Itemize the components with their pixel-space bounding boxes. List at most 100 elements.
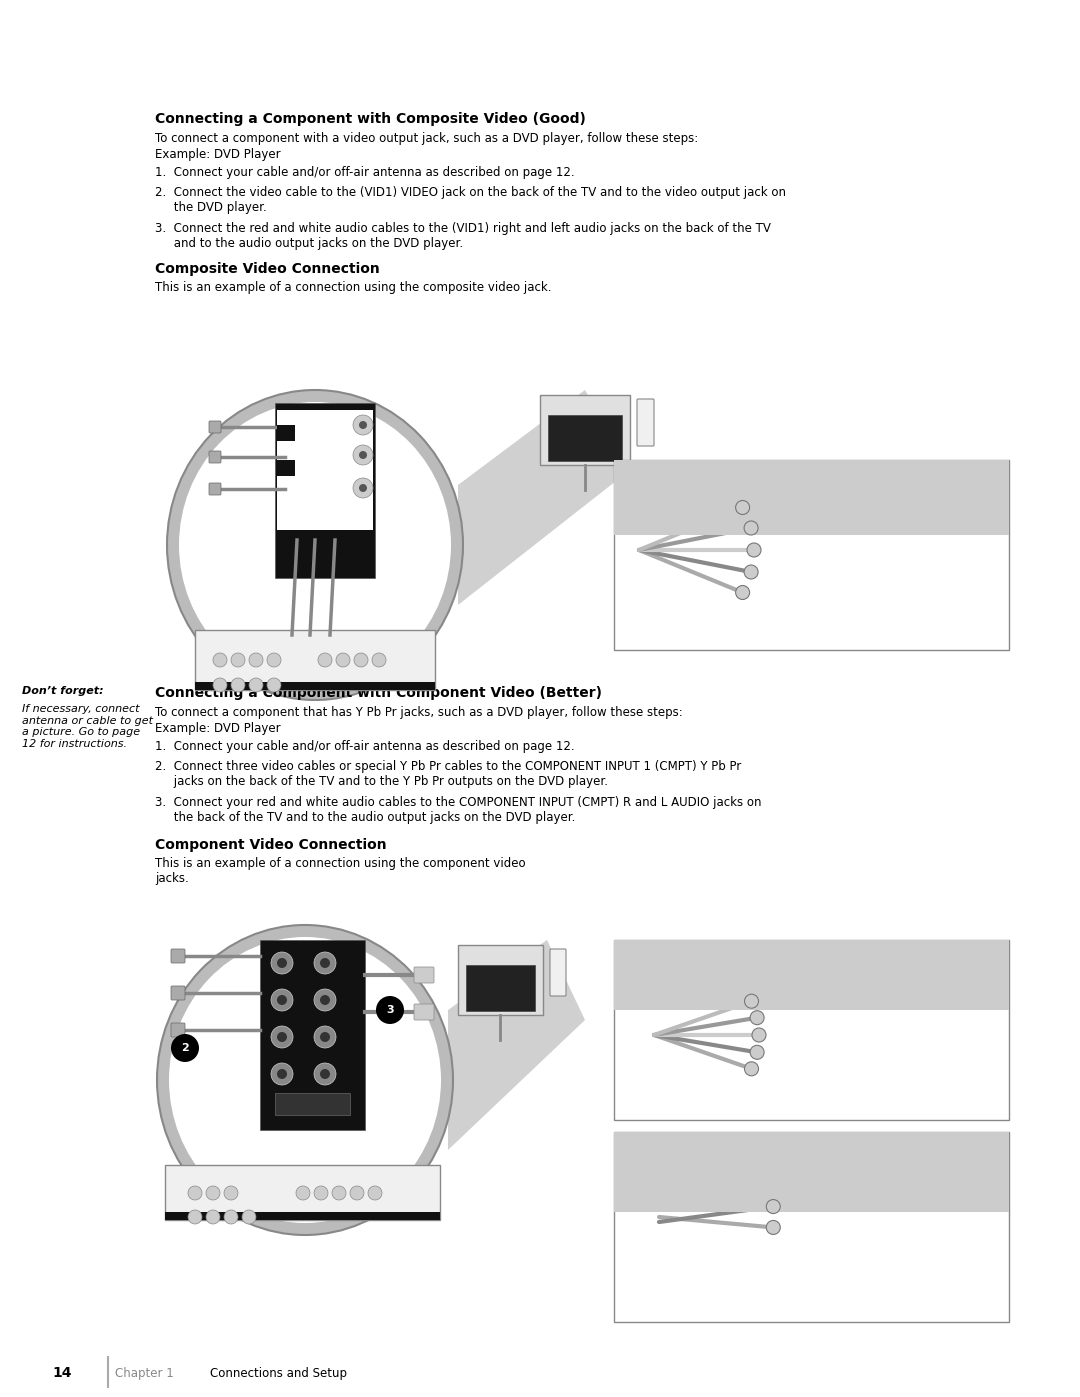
Circle shape <box>353 446 373 465</box>
Text: Red: Red <box>814 482 838 492</box>
Circle shape <box>752 1028 766 1042</box>
Text: COMPONENT VIDEO CABLES
(Y PB PR) ARE COLOR CODED–
GREEN, BLUE AND RED: COMPONENT VIDEO CABLES (Y PB PR) ARE COL… <box>622 1002 801 1045</box>
Circle shape <box>744 521 758 535</box>
Circle shape <box>359 483 367 492</box>
FancyBboxPatch shape <box>637 400 654 446</box>
FancyBboxPatch shape <box>458 944 543 1016</box>
Circle shape <box>332 1186 346 1200</box>
Circle shape <box>271 1025 293 1048</box>
Circle shape <box>271 1063 293 1085</box>
FancyBboxPatch shape <box>210 420 221 433</box>
Circle shape <box>318 652 332 666</box>
Circle shape <box>314 989 336 1011</box>
Text: 14: 14 <box>52 1366 71 1380</box>
Circle shape <box>368 1186 382 1200</box>
FancyBboxPatch shape <box>165 1213 440 1220</box>
FancyBboxPatch shape <box>615 460 1009 535</box>
Ellipse shape <box>179 402 451 687</box>
Circle shape <box>744 995 758 1009</box>
Circle shape <box>188 1210 202 1224</box>
Ellipse shape <box>157 925 453 1235</box>
Circle shape <box>314 1186 328 1200</box>
FancyBboxPatch shape <box>615 1132 1009 1213</box>
Circle shape <box>359 451 367 460</box>
FancyBboxPatch shape <box>540 395 630 465</box>
Text: Pb: Pb <box>268 1030 276 1035</box>
Circle shape <box>231 652 245 666</box>
Text: Optical: Optical <box>288 1127 312 1134</box>
Circle shape <box>747 543 761 557</box>
FancyBboxPatch shape <box>260 940 365 1130</box>
Circle shape <box>271 951 293 974</box>
Circle shape <box>751 1010 765 1024</box>
Text: Example: DVD Player: Example: DVD Player <box>156 722 281 735</box>
Text: Example: DVD Player: Example: DVD Player <box>156 148 281 161</box>
Circle shape <box>314 951 336 974</box>
Ellipse shape <box>168 937 441 1222</box>
Text: If necessary, connect
antenna or cable to get
a picture. Go to page
12 for instr: If necessary, connect antenna or cable t… <box>22 704 153 749</box>
Circle shape <box>267 652 281 666</box>
Circle shape <box>336 652 350 666</box>
FancyBboxPatch shape <box>548 415 622 461</box>
FancyBboxPatch shape <box>171 949 185 963</box>
Circle shape <box>188 1186 202 1200</box>
Text: 3.  Connect the red and white audio cables to the (VID1) right and left audio ja: 3. Connect the red and white audio cable… <box>156 222 771 250</box>
FancyBboxPatch shape <box>276 425 295 441</box>
Text: COMPONENT VIDEO: COMPONENT VIDEO <box>200 675 248 680</box>
Text: VIDEO: VIDEO <box>305 493 325 497</box>
FancyBboxPatch shape <box>275 1092 350 1115</box>
FancyBboxPatch shape <box>414 967 434 983</box>
FancyBboxPatch shape <box>276 409 373 529</box>
Text: R: R <box>268 956 273 961</box>
Text: AUDIO CABLES ARE COLOR
CODED–RED=RIGHT AUDIO,
WHITE=LEFT AUDIO: AUDIO CABLES ARE COLOR CODED–RED=RIGHT A… <box>622 1204 788 1248</box>
Text: 3: 3 <box>387 1004 394 1016</box>
Text: 3.  Connect your red and white audio cables to the COMPONENT INPUT (CMPT) R and : 3. Connect your red and white audio cabl… <box>156 796 761 824</box>
Text: Connecting a Component with Component Video (Better): Connecting a Component with Component Vi… <box>156 686 602 700</box>
Text: Red: Red <box>824 982 848 992</box>
FancyBboxPatch shape <box>195 682 435 690</box>
Circle shape <box>767 1200 780 1214</box>
Text: Y: Y <box>268 992 272 997</box>
Text: White: White <box>814 500 851 510</box>
Text: 1.  Connect your cable and/or off-air antenna as described on page 12.: 1. Connect your cable and/or off-air ant… <box>156 166 575 179</box>
Circle shape <box>206 1210 220 1224</box>
Circle shape <box>353 478 373 497</box>
Text: 2.  Connect the video cable to the (VID1) VIDEO jack on the back of the TV and t: 2. Connect the video cable to the (VID1)… <box>156 186 786 214</box>
FancyBboxPatch shape <box>210 483 221 495</box>
Circle shape <box>249 678 264 692</box>
Text: AUDIO/VIDEO
INPUT 2 (VID 2): AUDIO/VIDEO INPUT 2 (VID 2) <box>305 408 353 419</box>
Circle shape <box>267 678 281 692</box>
Text: R: R <box>315 1066 320 1071</box>
Circle shape <box>767 1221 780 1235</box>
Circle shape <box>242 1210 256 1224</box>
Circle shape <box>213 652 227 666</box>
FancyBboxPatch shape <box>275 402 375 578</box>
Text: Video: Video <box>315 992 335 997</box>
Circle shape <box>276 1032 287 1042</box>
Ellipse shape <box>167 390 463 700</box>
Text: Pr: Pr <box>268 1066 275 1071</box>
Text: Red: Red <box>824 1162 848 1172</box>
Text: Blue: Blue <box>824 1002 852 1011</box>
Text: OUTPUT: OUTPUT <box>200 643 219 647</box>
Circle shape <box>213 678 227 692</box>
Text: This is an example of a connection using the composite video jack.: This is an example of a connection using… <box>156 281 552 293</box>
Circle shape <box>350 1186 364 1200</box>
FancyBboxPatch shape <box>615 1132 1009 1322</box>
Polygon shape <box>448 940 585 1150</box>
Circle shape <box>353 415 373 434</box>
Circle shape <box>320 995 330 1004</box>
Text: This is an example of a connection using the component video
jacks.: This is an example of a connection using… <box>156 856 526 886</box>
FancyBboxPatch shape <box>195 630 435 690</box>
Circle shape <box>744 564 758 578</box>
Circle shape <box>744 1062 758 1076</box>
Text: AUDIO-R: AUDIO-R <box>305 433 333 439</box>
FancyBboxPatch shape <box>465 965 535 1011</box>
Text: Chapter 1: Chapter 1 <box>114 1366 174 1379</box>
Circle shape <box>314 1063 336 1085</box>
FancyBboxPatch shape <box>615 460 1009 650</box>
FancyBboxPatch shape <box>414 1004 434 1020</box>
Circle shape <box>320 1032 330 1042</box>
Circle shape <box>271 989 293 1011</box>
Text: COMPOSITE CABLES ARE COLOR
CODED–YELLOW=VIDEO;
RED=RIGHT AUDIO; WHITE=LEFT AUDIO: COMPOSITE CABLES ARE COLOR CODED–YELLOW=… <box>622 527 861 570</box>
